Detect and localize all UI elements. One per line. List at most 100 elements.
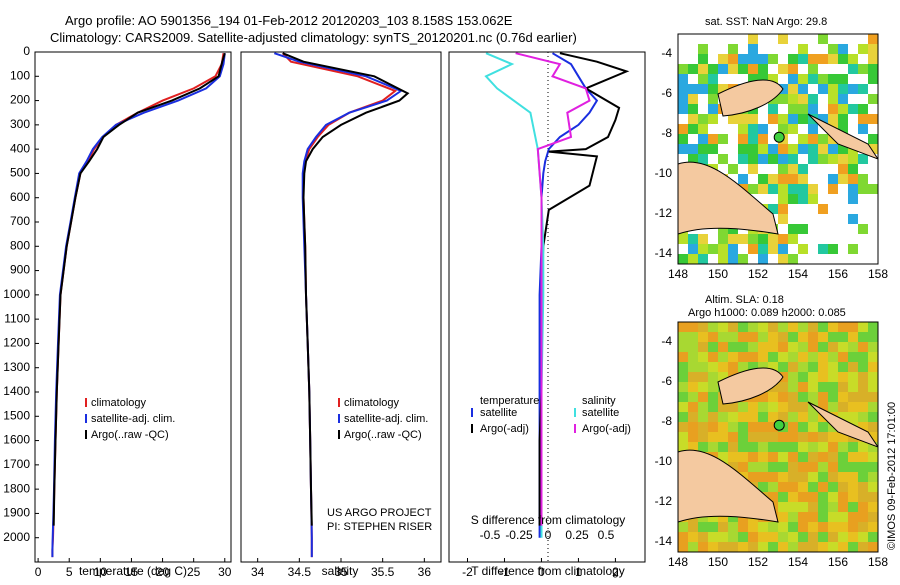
map-cell (698, 382, 708, 392)
map-cell (848, 502, 858, 512)
map-cell (678, 362, 688, 372)
map-cell (768, 482, 778, 492)
map-cell (868, 482, 878, 492)
map-cell (718, 432, 728, 442)
map-cell (688, 382, 698, 392)
map-cell (798, 342, 808, 352)
map-cell (798, 502, 808, 512)
map-cell (788, 392, 798, 402)
map-cell (808, 372, 818, 382)
map-cell (738, 362, 748, 372)
map-cell (828, 332, 838, 342)
map-cell (678, 532, 688, 542)
map-cell (858, 342, 868, 352)
map-cell (788, 522, 798, 532)
map-cell (748, 114, 758, 124)
map-cell (778, 452, 788, 462)
x-tick-label: 15 (125, 565, 139, 579)
series-line-2 (52, 52, 226, 526)
map-cell (858, 392, 868, 402)
map-cell (788, 422, 798, 432)
map-cell (798, 194, 808, 204)
map-cell (748, 362, 758, 372)
map-cell (838, 342, 848, 352)
map-cell (698, 392, 708, 402)
map-cell (748, 462, 758, 472)
map-cell (738, 54, 748, 64)
s-diff-axis-label: S difference from climatology (471, 513, 626, 527)
map-cell (758, 144, 768, 154)
map-cell (818, 114, 828, 124)
map-cell (838, 542, 848, 552)
y-tick-label: 700 (10, 214, 30, 228)
map-cell (798, 114, 808, 124)
map-cell (858, 442, 868, 452)
map-cell (798, 244, 808, 254)
map-cell (748, 184, 758, 194)
map-cell (758, 442, 768, 452)
map-cell (818, 154, 828, 164)
map-cell (808, 332, 818, 342)
map-cell (828, 154, 838, 164)
map-cell (778, 352, 788, 362)
map-cell (728, 234, 738, 244)
map-cell (768, 174, 778, 184)
temperature-axis-label: temperature (deg C) (79, 564, 187, 578)
map-cell (858, 104, 868, 114)
x-tick-label: 5 (66, 565, 73, 579)
map-cell (778, 332, 788, 342)
map-cell (708, 362, 718, 372)
map-cell (848, 164, 858, 174)
map-cell (838, 432, 848, 442)
map-cell (828, 532, 838, 542)
map-cell (758, 134, 768, 144)
map-cell (738, 332, 748, 342)
map-cell (868, 452, 878, 462)
lat-tick-label: -10 (655, 166, 673, 180)
map-cell (708, 94, 718, 104)
map-cell (758, 74, 768, 84)
map-cell (718, 84, 728, 94)
map-cell (768, 184, 778, 194)
legend-climatology: climatology (344, 397, 400, 409)
map-cell (828, 84, 838, 94)
map-cell (858, 44, 868, 54)
map-cell (838, 44, 848, 54)
map-cell (818, 74, 828, 84)
map-cell (688, 144, 698, 154)
map-cell (768, 322, 778, 332)
map-cell (698, 144, 708, 154)
map-cell (818, 482, 828, 492)
map-cell (718, 442, 728, 452)
map-cell (828, 174, 838, 184)
map-cell (688, 342, 698, 352)
map-cell (828, 372, 838, 382)
map-cell (708, 104, 718, 114)
x-tick-label: 30 (218, 565, 232, 579)
map-cell (778, 244, 788, 254)
map-cell (838, 442, 848, 452)
lon-tick-label: 148 (668, 555, 688, 569)
map-cell (778, 114, 788, 124)
map-cell (758, 352, 768, 362)
map-cell (758, 322, 768, 332)
map-cell (678, 94, 688, 104)
legend-satellite: satellite-adj. clim. (344, 413, 428, 425)
y-tick-label: 1000 (3, 287, 30, 301)
map-cell (868, 392, 878, 402)
map-cell (848, 104, 858, 114)
map-cell (718, 54, 728, 64)
map-cell (728, 432, 738, 442)
map-cell (808, 342, 818, 352)
map-cell (768, 472, 778, 482)
map-cell (858, 184, 868, 194)
map-cell (798, 74, 808, 84)
map-cell (868, 382, 878, 392)
map-cell (818, 422, 828, 432)
map-cell (858, 502, 868, 512)
map-cell (788, 164, 798, 174)
lat-tick-label: -14 (655, 534, 673, 548)
map-cell (718, 322, 728, 332)
map-cell (798, 392, 808, 402)
map-cell (788, 254, 798, 264)
